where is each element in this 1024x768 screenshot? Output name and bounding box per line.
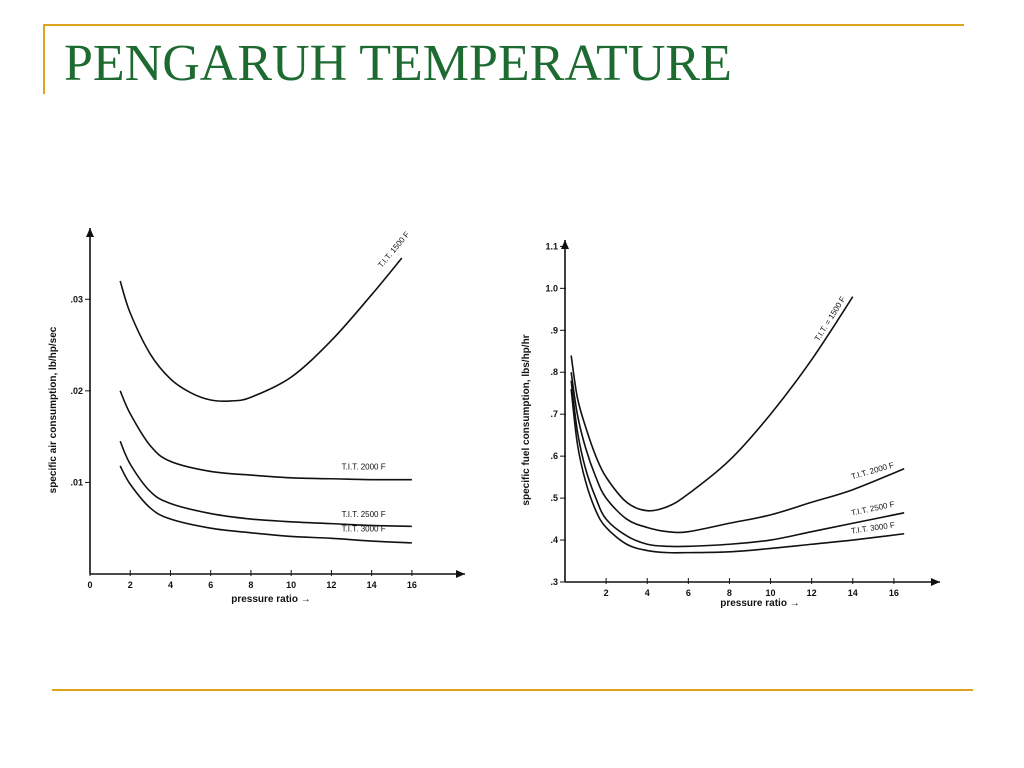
chart1-series-label-4: T.I.T. 3000 F	[342, 524, 386, 533]
chart2-x-axis-label: pressure ratio →	[720, 598, 799, 609]
chart2-y-tick-label: .3	[550, 577, 558, 587]
chart1-series-line-3	[119, 440, 412, 528]
chart1-y-tick-label: .02	[70, 386, 83, 396]
chart2-y-tick-label: .7	[550, 409, 558, 419]
chart2-x-tick-label: 6	[686, 588, 691, 598]
chart1-y-tick-label: .03	[70, 294, 83, 304]
chart2-x-tick-label: 10	[766, 588, 776, 598]
chart2-y-tick-label: .8	[550, 367, 558, 377]
chart2-x-tick-label: 16	[889, 588, 899, 598]
accent-vertical-line	[43, 26, 45, 94]
air-consumption-chart: 0 2 4 6 8 10 12 14 16 .01 .02 .03 pressure ratio → sp…	[48, 228, 465, 605]
chart1-series-label-1: T.I.T. 1500 F	[376, 230, 411, 270]
chart2-y-tick-label: 1.0	[545, 283, 558, 293]
chart2-y-tick-label: .5	[550, 493, 558, 503]
chart1-x-tick-label: 0	[87, 580, 92, 590]
chart1-x-tick-label: 2	[128, 580, 133, 590]
chart2-series-line-3	[570, 380, 905, 548]
chart1-y-tick-label: .01	[70, 477, 83, 487]
chart2-y-axis-label: specific fuel consumption, lbs/hp/hr	[521, 334, 532, 505]
chart1-y-axis-arrow	[86, 228, 94, 237]
fuel-consumption-chart: 2 4 6 8 10 12 14 16 .3 .4 .5 .6 .7 .8 .9 1.0 1.1 pressure…	[521, 240, 940, 609]
chart1-x-tick-label: 14	[367, 580, 377, 590]
chart1-x-tick-label: 8	[248, 580, 253, 590]
chart2-series-line-4	[570, 388, 905, 554]
chart2-y-axis-arrow	[561, 240, 569, 249]
chart1-series-label-2: T.I.T. 2000 F	[342, 462, 386, 471]
chart2-series-label-1: T.I.T. = 1500 F	[813, 295, 848, 343]
chart1-x-tick-label: 6	[208, 580, 213, 590]
chart1-x-tick-label: 12	[326, 580, 336, 590]
chart1-series-label-3: T.I.T. 2500 F	[342, 510, 386, 519]
chart2-y-tick-label: 1.1	[545, 241, 558, 251]
chart2-x-tick-label: 8	[727, 588, 732, 598]
chart1-series-line-1	[119, 257, 403, 402]
chart2-x-axis-arrow	[931, 578, 940, 586]
accent-top-line	[43, 24, 964, 26]
chart2-series-line-2	[570, 372, 905, 534]
chart1-series-line-4	[119, 465, 412, 544]
chart1-y-axis-label: specific air consumption, lb/hp/sec	[48, 326, 59, 493]
chart1-x-tick-label: 4	[168, 580, 173, 590]
chart2-x-tick-label: 14	[848, 588, 858, 598]
chart1-x-tick-label: 10	[286, 580, 296, 590]
chart1-x-axis-label: pressure ratio →	[231, 594, 310, 605]
chart1-x-axis-arrow	[456, 570, 465, 578]
accent-bottom-line	[52, 689, 973, 691]
chart2-x-tick-label: 2	[604, 588, 609, 598]
chart2-y-tick-label: .6	[550, 451, 558, 461]
chart2-series-line-1	[570, 296, 854, 512]
chart2-series-label-2: T.I.T. 2000 F	[850, 460, 895, 481]
chart1-x-tick-label: 16	[407, 580, 417, 590]
chart2-y-tick-label: .4	[550, 535, 558, 545]
chart2-x-tick-label: 12	[807, 588, 817, 598]
chart2-y-tick-label: .9	[550, 325, 558, 335]
chart1-series-line-2	[119, 390, 412, 481]
chart2-x-tick-label: 4	[645, 588, 650, 598]
chart2-series-label-3: T.I.T. 2500 F	[850, 500, 895, 518]
slide-title: PENGARUH TEMPERATURE	[64, 35, 732, 92]
